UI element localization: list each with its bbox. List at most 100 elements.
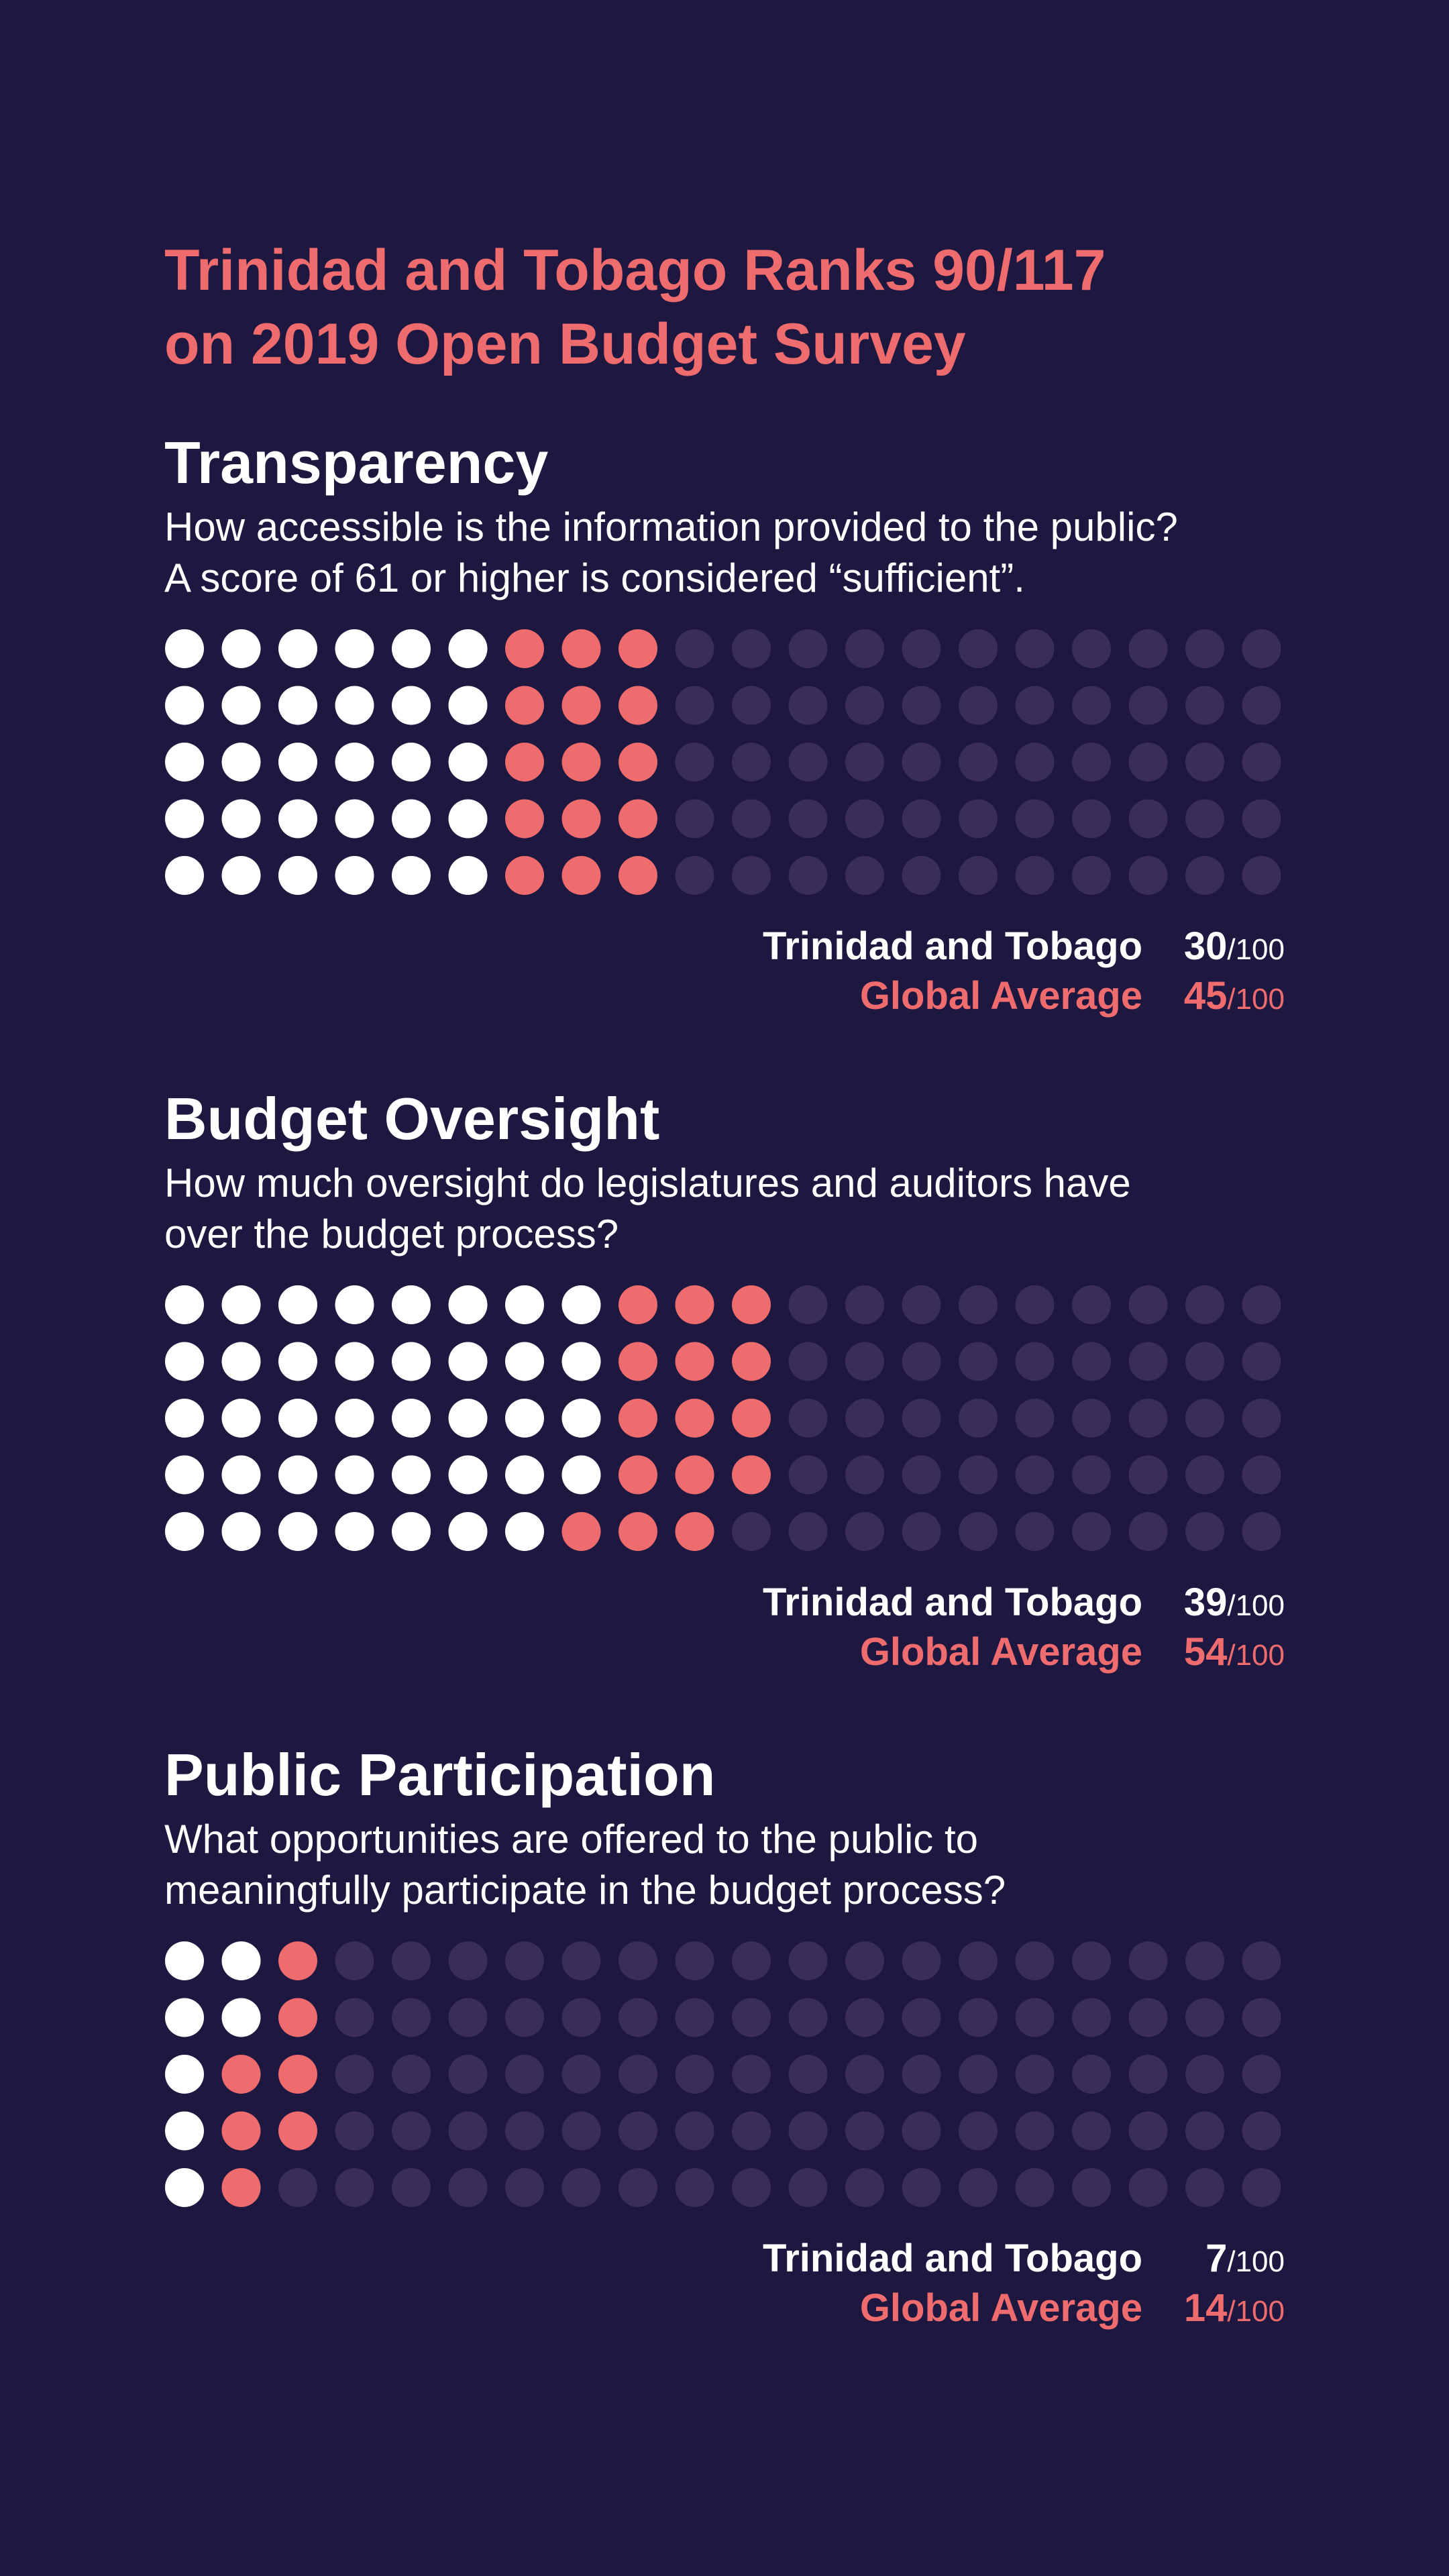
- dot-empty: [845, 2168, 884, 2207]
- dot-global: [732, 1285, 771, 1324]
- dot-empty: [278, 2168, 317, 2207]
- dot-empty: [448, 2168, 488, 2207]
- dot-global: [732, 1455, 771, 1495]
- dot-empty: [335, 1998, 374, 2037]
- dot-country: [448, 743, 488, 782]
- dot-empty: [392, 1941, 431, 1980]
- waffle-chart-budget-oversight: [165, 1285, 1281, 1551]
- dot-empty: [1015, 1512, 1055, 1551]
- dot-global: [619, 686, 657, 725]
- dot-country: [335, 1455, 374, 1495]
- dot-empty: [732, 629, 771, 668]
- dot-empty: [788, 1399, 828, 1438]
- dot-empty: [675, 799, 714, 839]
- dot-global: [619, 1399, 657, 1438]
- dot-empty: [1242, 1512, 1281, 1551]
- country-score: 7/100: [1142, 2234, 1285, 2294]
- dot-empty: [1185, 2168, 1224, 2207]
- country-value: 39: [1183, 1580, 1228, 1624]
- dot-country: [165, 686, 204, 725]
- dot-empty: [1072, 799, 1111, 839]
- dot-country: [505, 1342, 544, 1381]
- dot-empty: [1185, 2055, 1224, 2094]
- dot-country: [335, 743, 374, 782]
- country-score: 39/100: [1142, 1578, 1285, 1638]
- dot-global: [619, 743, 657, 782]
- dot-empty: [732, 1998, 771, 2037]
- dot-empty: [959, 686, 998, 725]
- dot-empty: [959, 1342, 998, 1381]
- dot-country: [165, 2055, 204, 2094]
- dot-empty: [959, 743, 998, 782]
- dot-empty: [1015, 1998, 1055, 2037]
- description-line-1: How accessible is the information provid…: [164, 504, 1178, 549]
- dot-global: [505, 686, 544, 725]
- dot-empty: [1242, 2111, 1281, 2151]
- dot-country: [335, 1399, 374, 1438]
- legend: Trinidad and Tobago 7/100 Global Average…: [480, 2234, 1285, 2333]
- dot-empty: [1015, 1285, 1055, 1324]
- dot-empty: [788, 2111, 828, 2151]
- dot-empty: [845, 2111, 884, 2151]
- dot-empty: [732, 743, 771, 782]
- dot-country: [505, 1455, 544, 1495]
- dot-empty: [902, 1342, 941, 1381]
- score-denominator: /100: [1227, 1639, 1285, 1672]
- dot-country: [278, 629, 317, 668]
- dot-empty: [1128, 856, 1168, 895]
- dot-global: [561, 856, 601, 895]
- dot-empty: [1015, 1941, 1055, 1980]
- dot-empty: [959, 2168, 998, 2207]
- dot-country: [221, 1941, 261, 1980]
- dot-empty: [788, 1342, 828, 1381]
- dot-empty: [732, 856, 771, 895]
- dot-empty: [788, 629, 828, 668]
- global-label: Global Average: [859, 1630, 1142, 1674]
- dot-empty: [1128, 743, 1168, 782]
- dot-empty: [335, 2168, 374, 2207]
- dot-empty: [732, 799, 771, 839]
- dot-country: [165, 1342, 204, 1381]
- dot-country: [165, 743, 204, 782]
- description-line-2: over the budget process?: [164, 1212, 619, 1256]
- dot-empty: [788, 1285, 828, 1324]
- dot-empty: [1185, 2111, 1224, 2151]
- dot-empty: [902, 856, 941, 895]
- dot-empty: [1072, 1342, 1111, 1381]
- dot-global: [619, 1455, 657, 1495]
- dot-empty: [1015, 2111, 1055, 2151]
- dot-empty: [1242, 856, 1281, 895]
- section-public-participation: Public Participation What opportunities …: [164, 1741, 1285, 2330]
- dot-empty: [902, 1512, 941, 1551]
- dot-empty: [1072, 686, 1111, 725]
- dot-empty: [505, 2168, 544, 2207]
- dot-country: [278, 1455, 317, 1495]
- section-description: How much oversight do legislatures and a…: [164, 1158, 1305, 1260]
- dot-empty: [505, 2055, 544, 2094]
- dot-empty: [902, 1998, 941, 2037]
- global-score: 54/100: [1142, 1627, 1285, 1687]
- dot-empty: [1128, 629, 1168, 668]
- dot-empty: [788, 2168, 828, 2207]
- dot-empty: [1072, 2055, 1111, 2094]
- title-line-2: on 2019 Open Budget Survey: [164, 312, 966, 376]
- dot-country: [335, 1512, 374, 1551]
- global-value: 14: [1183, 2286, 1228, 2330]
- dot-country: [448, 1285, 488, 1324]
- dot-global: [278, 1998, 317, 2037]
- dot-empty: [1242, 629, 1281, 668]
- dot-empty: [732, 686, 771, 725]
- dot-empty: [845, 1342, 884, 1381]
- dot-empty: [1072, 629, 1111, 668]
- dot-empty: [902, 743, 941, 782]
- dot-country: [392, 1399, 431, 1438]
- dot-empty: [1128, 686, 1168, 725]
- dot-country: [448, 1512, 488, 1551]
- dot-country: [392, 1285, 431, 1324]
- dot-empty: [1185, 1941, 1224, 1980]
- dot-country: [335, 1342, 374, 1381]
- global-score: 45/100: [1142, 971, 1285, 1031]
- description-line-1: How much oversight do legislatures and a…: [164, 1161, 1131, 1205]
- dot-global: [561, 743, 601, 782]
- dot-country: [221, 1998, 261, 2037]
